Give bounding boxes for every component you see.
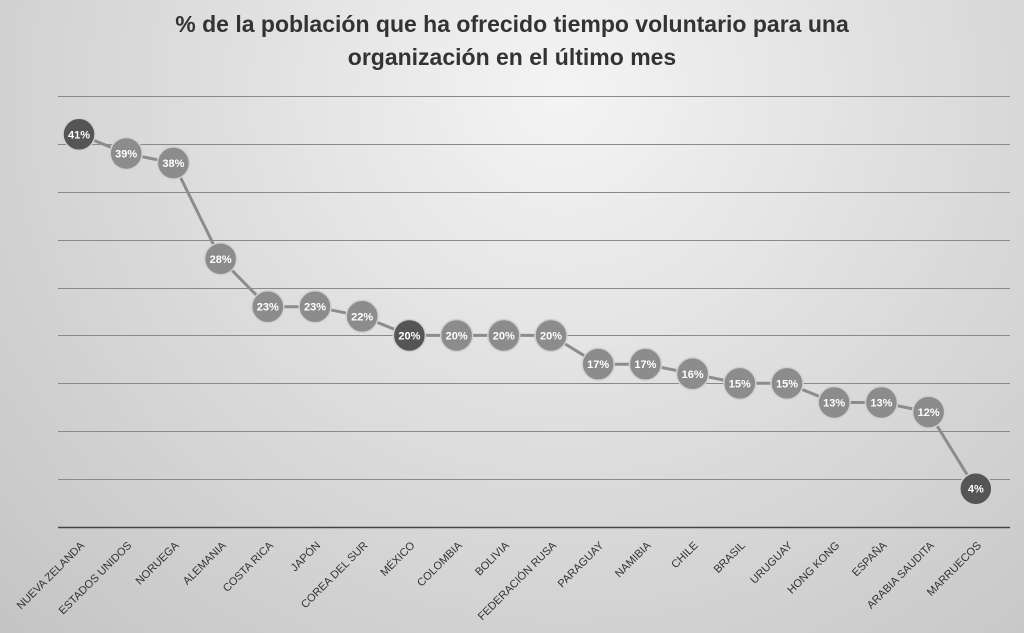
data-label: 38% — [162, 158, 184, 170]
data-label: 41% — [68, 129, 90, 141]
data-label: 15% — [729, 378, 751, 390]
data-point — [487, 318, 521, 353]
x-tick-label: BOLIVIA — [473, 539, 512, 578]
x-tick-label: FEDERACIÓN RUSA — [475, 538, 559, 622]
data-point — [628, 347, 663, 381]
data-point — [62, 117, 96, 152]
x-tick-label: COLOMBIA — [415, 539, 465, 589]
data-label: 20% — [398, 330, 420, 342]
data-label: 16% — [682, 369, 704, 381]
data-point — [864, 385, 899, 420]
data-label: 23% — [304, 302, 326, 314]
data-point — [345, 299, 379, 334]
data-point — [156, 146, 191, 180]
data-label: 20% — [493, 330, 515, 342]
x-tick-label: COSTA RICA — [221, 539, 276, 594]
data-label: 13% — [870, 397, 892, 409]
data-point — [723, 366, 757, 401]
data-label: 22% — [351, 311, 373, 323]
data-point — [581, 347, 615, 381]
chart-title-line-2: organización en el último mes — [347, 44, 677, 70]
data-point — [817, 385, 851, 420]
x-tick-label: PARAGUAY — [556, 539, 607, 590]
x-tick-label: CHILE — [669, 540, 700, 571]
data-point — [392, 318, 427, 353]
data-label: 20% — [540, 330, 562, 342]
data-label: 28% — [210, 254, 232, 266]
x-tick-label: ALEMANIA — [181, 539, 229, 587]
data-point — [439, 318, 474, 353]
data-point — [298, 289, 332, 324]
data-label: 17% — [587, 359, 609, 371]
data-point — [251, 289, 285, 324]
data-label: 23% — [257, 302, 279, 314]
data-point — [911, 395, 946, 429]
series-line — [78, 132, 978, 490]
series-polyline — [78, 132, 978, 490]
data-point — [675, 357, 710, 391]
chart-title-line-1: % de la población que ha ofrecido tiempo… — [175, 11, 849, 37]
x-tick-label: JAPÓN — [288, 539, 323, 574]
data-point — [203, 242, 238, 276]
data-point — [959, 471, 993, 506]
data-label: 4% — [968, 484, 984, 496]
data-label: 17% — [634, 359, 656, 371]
data-markers: 41% 39% 38% 28% 23% 23% 22% 20% 20% 20% 20% 17% 17% 1… — [62, 117, 993, 506]
gridlines — [58, 96, 1010, 480]
data-label: 39% — [115, 148, 137, 160]
x-tick-label: MÉXICO — [378, 539, 418, 579]
chart-title: % de la población que ha ofrecido tiempo… — [0, 8, 1024, 74]
data-point — [534, 318, 568, 353]
x-tick-label: BRASIL — [712, 540, 748, 576]
x-tick-label: NAMIBIA — [613, 539, 654, 580]
data-label: 20% — [446, 330, 468, 342]
data-label: 12% — [918, 407, 940, 419]
data-label: 13% — [823, 397, 845, 409]
x-tick-label: NORUEGA — [134, 539, 182, 587]
data-label: 15% — [776, 378, 798, 390]
data-point — [109, 136, 143, 171]
data-point — [770, 366, 804, 401]
x-tick-label: URUGUAY — [748, 539, 795, 586]
x-tick-label: ESPAÑA — [849, 538, 890, 579]
